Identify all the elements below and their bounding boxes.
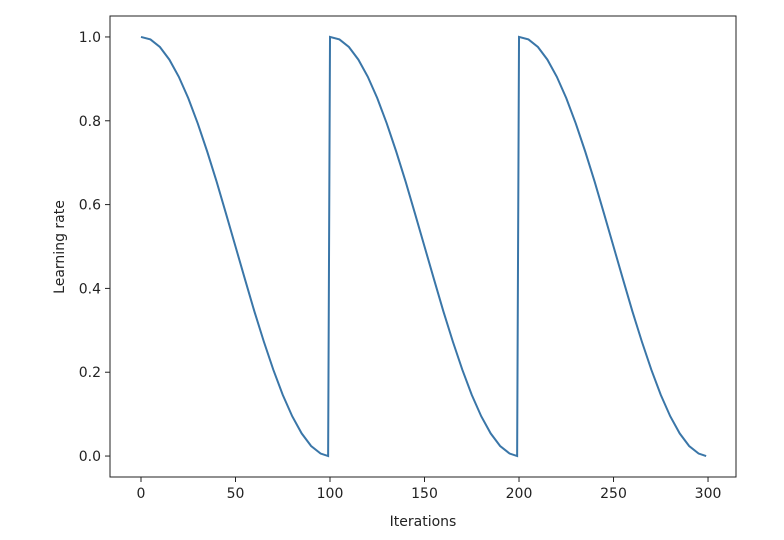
y-tick-label: 0.0 (79, 449, 101, 465)
y-tick-label: 0.2 (79, 365, 101, 381)
x-tick-label: 150 (411, 486, 438, 502)
plot-frame (109, 15, 737, 478)
y-tick-label: 1.0 (79, 30, 101, 46)
y-tick-label: 0.4 (79, 281, 101, 297)
x-tick-label: 250 (600, 486, 627, 502)
x-axis-label: Iterations (390, 514, 457, 530)
y-tick-label: 0.6 (79, 198, 101, 214)
x-tick-label: 0 (137, 486, 146, 502)
x-tick-label: 200 (506, 486, 533, 502)
x-tick-label: 50 (227, 486, 245, 502)
line (140, 35, 707, 458)
y-tick-label: 0.8 (79, 114, 101, 130)
x-tick-label: 300 (695, 486, 722, 502)
y-axis-label: Learning rate (52, 200, 68, 294)
x-tick-label: 100 (317, 486, 344, 502)
